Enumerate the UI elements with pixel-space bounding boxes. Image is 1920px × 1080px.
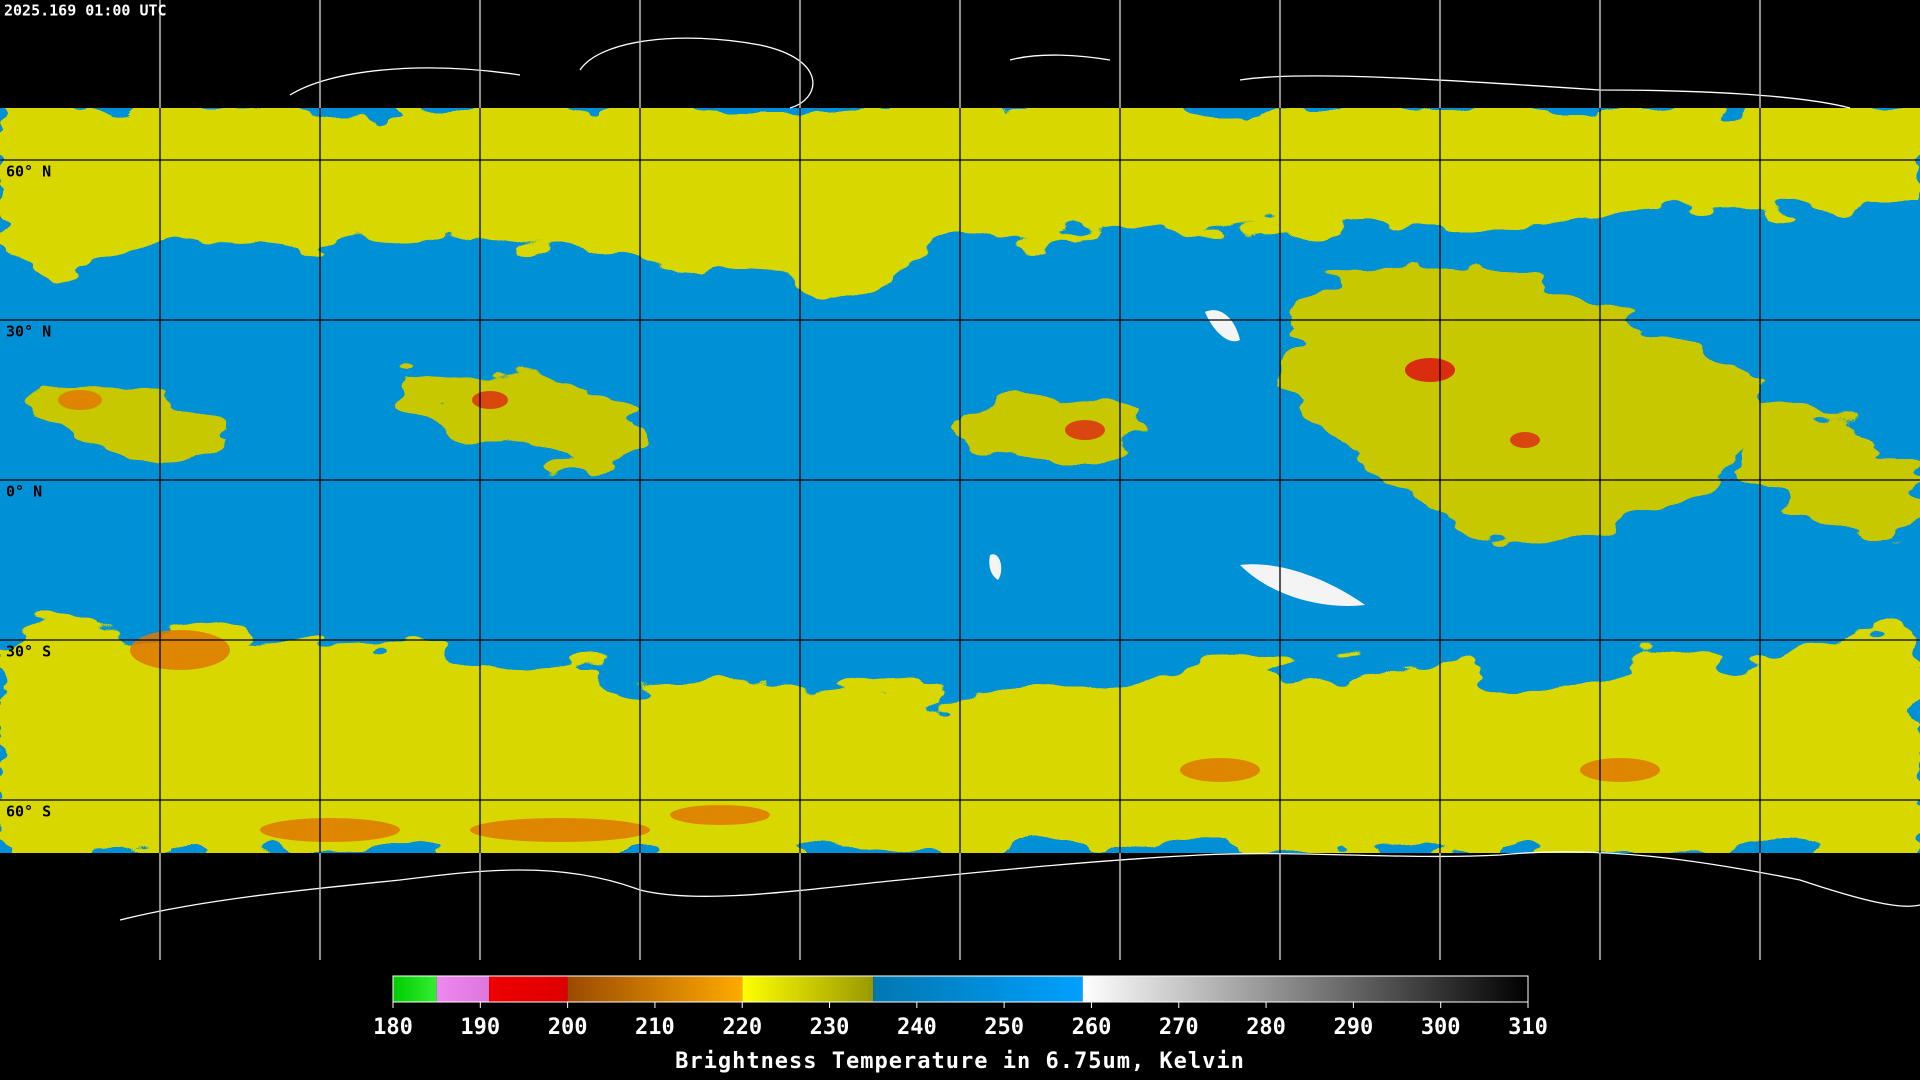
colorbar: 180 190 200 210 220 230 240 250 260 270 280 290 300 3… xyxy=(373,975,1548,1040)
colorbar-frame xyxy=(392,975,1529,1003)
colorbar-tick-label: 230 xyxy=(810,1015,850,1040)
latitude-label: 30° N xyxy=(6,323,51,341)
monsoon-region xyxy=(1290,264,1764,542)
latitude-label: 60° N xyxy=(6,163,51,181)
colorbar-tick-label: 250 xyxy=(984,1015,1024,1040)
west-pacific-convection xyxy=(1740,412,1920,528)
latitude-label: 0° N xyxy=(6,483,42,501)
colorbar-segment xyxy=(1082,976,1528,1002)
colorbar-tick-label: 240 xyxy=(897,1015,937,1040)
cold-tops xyxy=(58,358,1660,842)
colorbar-tick-label: 270 xyxy=(1159,1015,1199,1040)
colorbar-tick-label: 290 xyxy=(1334,1015,1374,1040)
graticule: 60° N 30° N 0° N 30° S 60° S xyxy=(0,0,1920,960)
latitude-label: 60° S xyxy=(6,803,51,821)
colorbar-tick-label: 280 xyxy=(1246,1015,1286,1040)
timestamp: 2025.169 01:00 UTC xyxy=(4,2,167,20)
coastlines xyxy=(119,37,1920,921)
central-america-convection xyxy=(400,367,642,472)
colorbar-segment xyxy=(489,976,568,1002)
colorbar-tick-label: 210 xyxy=(635,1015,675,1040)
colorbar-segment xyxy=(742,976,874,1002)
colorbar-segment xyxy=(567,976,743,1002)
colorbar-tick-label: 260 xyxy=(1072,1015,1112,1040)
africa-convection xyxy=(960,396,1150,463)
very-dry-spots xyxy=(989,310,1365,606)
colorbar-tick-label: 300 xyxy=(1421,1015,1461,1040)
colorbar-tick-label: 310 xyxy=(1508,1015,1548,1040)
colorbar-tick-label: 190 xyxy=(460,1015,500,1040)
colorbar-segment xyxy=(436,976,490,1002)
colorbar-segment xyxy=(873,976,1083,1002)
colorbar-segment xyxy=(393,976,437,1002)
colorbar-tick-label: 180 xyxy=(373,1015,413,1040)
colorbar-title: Brightness Temperature in 6.75um, Kelvin xyxy=(675,1049,1245,1074)
latitude-label: 30° S xyxy=(6,643,51,661)
colorbar-tick-label: 220 xyxy=(722,1015,762,1040)
colorbar-tick-label: 200 xyxy=(548,1015,588,1040)
